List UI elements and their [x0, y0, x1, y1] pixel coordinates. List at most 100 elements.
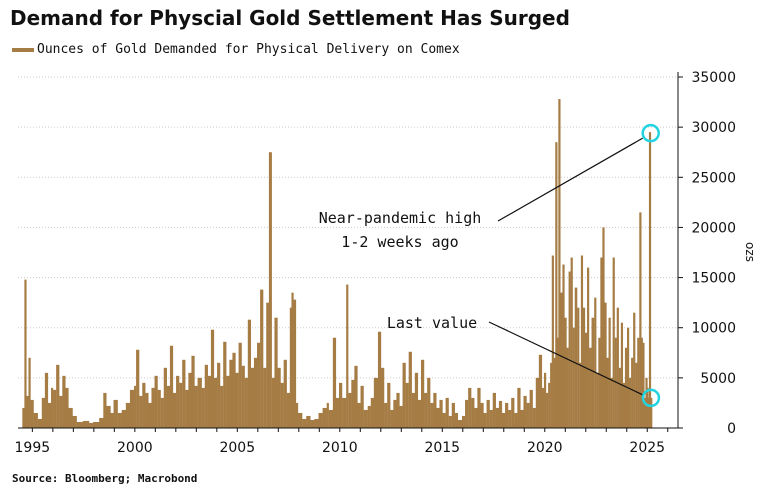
- bar: [292, 299, 297, 428]
- legend: Ounces of Gold Demanded for Physical Del…: [12, 42, 460, 57]
- x-tick-label: 2010: [322, 440, 358, 456]
- bar: [548, 382, 551, 428]
- bar: [339, 382, 343, 428]
- bar: [402, 362, 406, 428]
- bar: [620, 322, 624, 428]
- bar: [363, 409, 368, 428]
- x-tick-label: 2025: [629, 440, 665, 456]
- bar: [169, 345, 174, 428]
- bar: [532, 407, 536, 428]
- bar: [610, 377, 613, 428]
- source-note: Source: Bloomberg; Macrobond: [12, 472, 198, 485]
- bar: [568, 271, 571, 428]
- bar: [125, 402, 131, 428]
- bar: [332, 337, 337, 428]
- bar: [579, 362, 582, 428]
- bar: [41, 397, 46, 428]
- bar: [88, 422, 94, 428]
- bar: [354, 365, 358, 428]
- bar: [310, 419, 315, 428]
- bar: [217, 362, 221, 428]
- bar: [417, 399, 422, 428]
- bar: [62, 375, 66, 428]
- x-tick-label: 2020: [527, 440, 563, 456]
- bar: [106, 405, 111, 428]
- y-tick-label: 35000: [691, 70, 736, 86]
- bar: [622, 382, 626, 428]
- bar: [604, 302, 607, 428]
- bar: [584, 332, 588, 428]
- bar: [274, 317, 278, 428]
- bar: [176, 375, 180, 428]
- bar: [260, 289, 264, 428]
- bar: [465, 399, 469, 428]
- bar: [451, 402, 455, 428]
- bar: [129, 389, 135, 428]
- bar: [68, 407, 73, 428]
- bar: [179, 382, 183, 428]
- bar: [505, 402, 509, 428]
- bar: [213, 377, 218, 428]
- bar: [600, 257, 603, 428]
- bar: [399, 405, 403, 428]
- bar: [298, 412, 303, 428]
- bar: [235, 372, 239, 428]
- bar: [526, 402, 530, 428]
- bar: [553, 357, 557, 428]
- bar: [207, 375, 212, 428]
- y-tick-label: 0: [727, 421, 736, 437]
- highlight-circle: [641, 388, 661, 408]
- bar: [99, 417, 104, 428]
- bar: [182, 359, 186, 428]
- bar: [342, 397, 347, 428]
- annotations: Near-pandemic high 1-2 weeks ago Last valu…: [319, 123, 661, 408]
- bar: [480, 402, 484, 428]
- bar: [229, 359, 233, 428]
- bar: [271, 377, 275, 428]
- bar: [286, 392, 290, 428]
- bar: [384, 402, 388, 428]
- bar: [427, 377, 431, 428]
- bar: [82, 420, 90, 428]
- bar: [53, 389, 57, 428]
- bar: [587, 267, 590, 428]
- bar: [268, 152, 272, 428]
- bar: [511, 397, 515, 428]
- bar: [420, 359, 425, 428]
- bar: [477, 387, 481, 428]
- bar: [594, 297, 597, 428]
- x-tick-label: 2005: [219, 440, 255, 456]
- y-tick-label: 30000: [691, 120, 736, 136]
- bar: [574, 287, 578, 428]
- highlight-circle: [641, 123, 660, 143]
- bar: [631, 357, 634, 428]
- x-tick-label: 1995: [15, 440, 51, 456]
- bar: [457, 419, 463, 428]
- bar: [474, 407, 478, 428]
- bar: [110, 412, 114, 428]
- bar: [550, 362, 553, 428]
- bar: [381, 367, 385, 428]
- bar: [517, 387, 521, 428]
- bar: [154, 375, 158, 428]
- annotation-text: 1-2 weeks ago: [341, 233, 458, 251]
- bar: [28, 357, 31, 428]
- bar: [408, 351, 412, 428]
- bar: [414, 372, 419, 428]
- x-tick-label: 2000: [117, 440, 153, 456]
- bar: [145, 392, 149, 428]
- bar: [283, 359, 287, 428]
- bar: [650, 397, 653, 428]
- bar-series: [22, 99, 653, 428]
- bar: [411, 392, 415, 428]
- bar: [596, 372, 599, 428]
- bar: [185, 389, 189, 428]
- bar: [117, 412, 122, 428]
- bar: [598, 337, 601, 428]
- bar: [501, 412, 506, 428]
- bar: [166, 385, 171, 428]
- bar: [486, 399, 490, 428]
- bar: [65, 387, 69, 428]
- bar: [151, 387, 155, 428]
- bar: [577, 307, 580, 428]
